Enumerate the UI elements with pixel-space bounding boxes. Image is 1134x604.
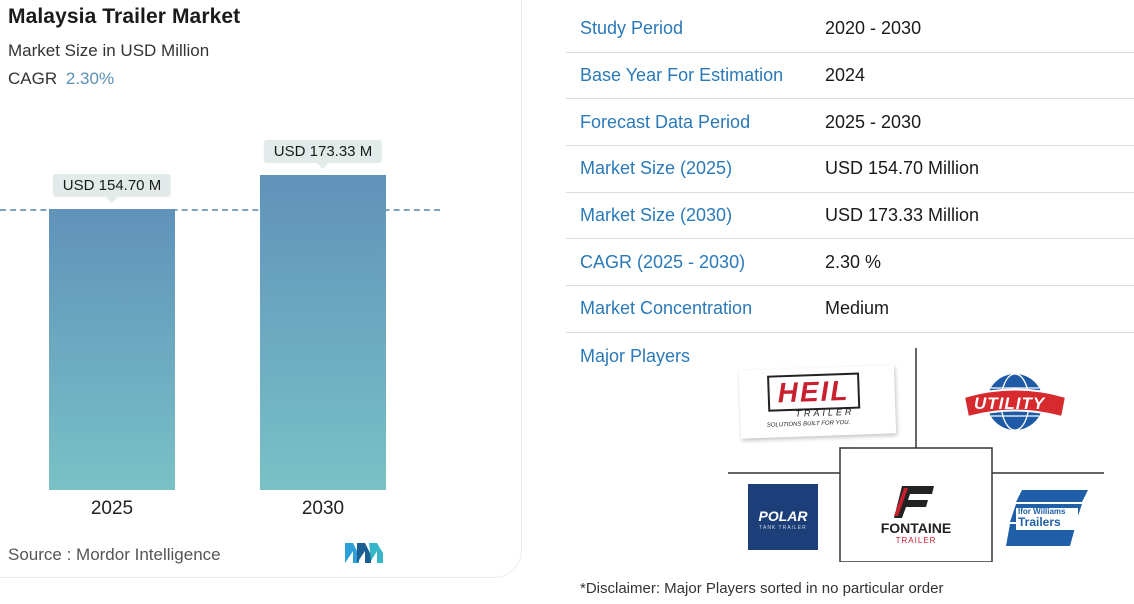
ifor-williams-stripes-icon (1006, 490, 1088, 546)
ifor-name: Ifor Williams (1018, 507, 1066, 516)
cagr-label: CAGR (8, 69, 58, 88)
table-row-value: 2024 (825, 65, 866, 86)
cagr-line: CAGR 2.30% (8, 69, 114, 89)
market-summary-table: Study Period 2020 - 2030 Base Year For Est… (566, 6, 1134, 333)
source-text: Source : Mordor Intelligence (8, 545, 221, 564)
disclaimer-text: *Disclaimer: Major Players sorted in no … (580, 580, 944, 597)
polar-tank-trailer-logo: POLAR TANK TRAILER (748, 484, 818, 550)
heil-name: HEIL (767, 372, 861, 412)
reference-line (0, 208, 440, 211)
table-row: Market Concentration Medium (566, 286, 1134, 333)
fontaine-name: FONTAINE (880, 520, 952, 536)
utility-trailer-logo: UTILITY (960, 372, 1070, 436)
bar-2025 (49, 208, 175, 490)
table-row-key: Market Size (2030) (580, 205, 733, 226)
table-row: CAGR (2025 - 2030) 2.30 % (566, 239, 1134, 287)
heil-tagline: SOLUTIONS BUILT FOR YOU. (766, 419, 851, 429)
globe-icon (962, 373, 1068, 431)
table-row-key: Market Size (2025) (580, 158, 733, 179)
polar-name: POLAR (758, 508, 808, 524)
table-row-key: Forecast Data Period (580, 111, 751, 132)
table-row-key: Study Period (580, 18, 684, 39)
fontaine-sub: TRAILER (895, 536, 937, 545)
table-row: Base Year For Estimation 2024 (566, 53, 1134, 100)
players-grid-lines (728, 348, 1104, 562)
table-row-key: Base Year For Estimation (580, 65, 784, 86)
x-tick-label: 2025 (90, 498, 134, 519)
table-row-value: USD 154.70 Million (825, 158, 980, 179)
chart-subtitle: Market Size in USD Million (8, 41, 210, 60)
ifor-williams-trailers-logo: Ifor Williams Trailers (1006, 488, 1090, 550)
x-tick-label: 2030 (301, 498, 345, 519)
table-row: Forecast Data Period 2025 - 2030 (566, 99, 1134, 147)
fontaine-f-icon (894, 486, 934, 518)
table-row-value: 2025 - 2030 (825, 111, 922, 132)
major-players-grid: HEIL TRAILER SOLUTIONS BUILT FOR YOU. UT… (728, 348, 1104, 562)
chart-title: Malaysia Trailer Market (8, 5, 241, 28)
major-players-label: Major Players (580, 346, 691, 366)
table-row: Market Size (2030) USD 173.33 Million (566, 193, 1134, 240)
table-row-value: 2020 - 2030 (825, 18, 922, 39)
ifor-sub: Trailers (1018, 515, 1061, 529)
heil-sub: TRAILER (795, 406, 855, 419)
table-row-key: CAGR (2025 - 2030) (580, 251, 746, 272)
polar-sub: TANK TRAILER (759, 525, 807, 531)
table-row-value: USD 173.33 Million (825, 205, 980, 226)
chart-card: Malaysia Trailer Market Market Size in U… (0, 0, 522, 578)
cagr-value: 2.30% (65, 69, 115, 88)
table-row: Market Size (2025) USD 154.70 Million (566, 146, 1134, 193)
data-label: USD 154.70 M (52, 173, 172, 203)
bar-chart: USD 154.70 M 2025 USD 173.33 M 2030 (0, 100, 440, 530)
bar-2030 (260, 175, 386, 490)
mordor-intelligence-logo (345, 543, 383, 563)
fontaine-trailer-logo: FONTAINE TRAILER (858, 484, 974, 550)
utility-name: UTILITY (974, 394, 1046, 413)
table-row-value: 2.30 % (825, 251, 882, 272)
table-row-value: Medium (825, 298, 890, 319)
table-row: Study Period 2020 - 2030 (566, 6, 1134, 53)
data-label: USD 173.33 M (263, 140, 383, 169)
table-row-key: Market Concentration (580, 298, 753, 319)
heil-trailer-logo: HEIL TRAILER SOLUTIONS BUILT FOR YOU. (738, 365, 897, 439)
